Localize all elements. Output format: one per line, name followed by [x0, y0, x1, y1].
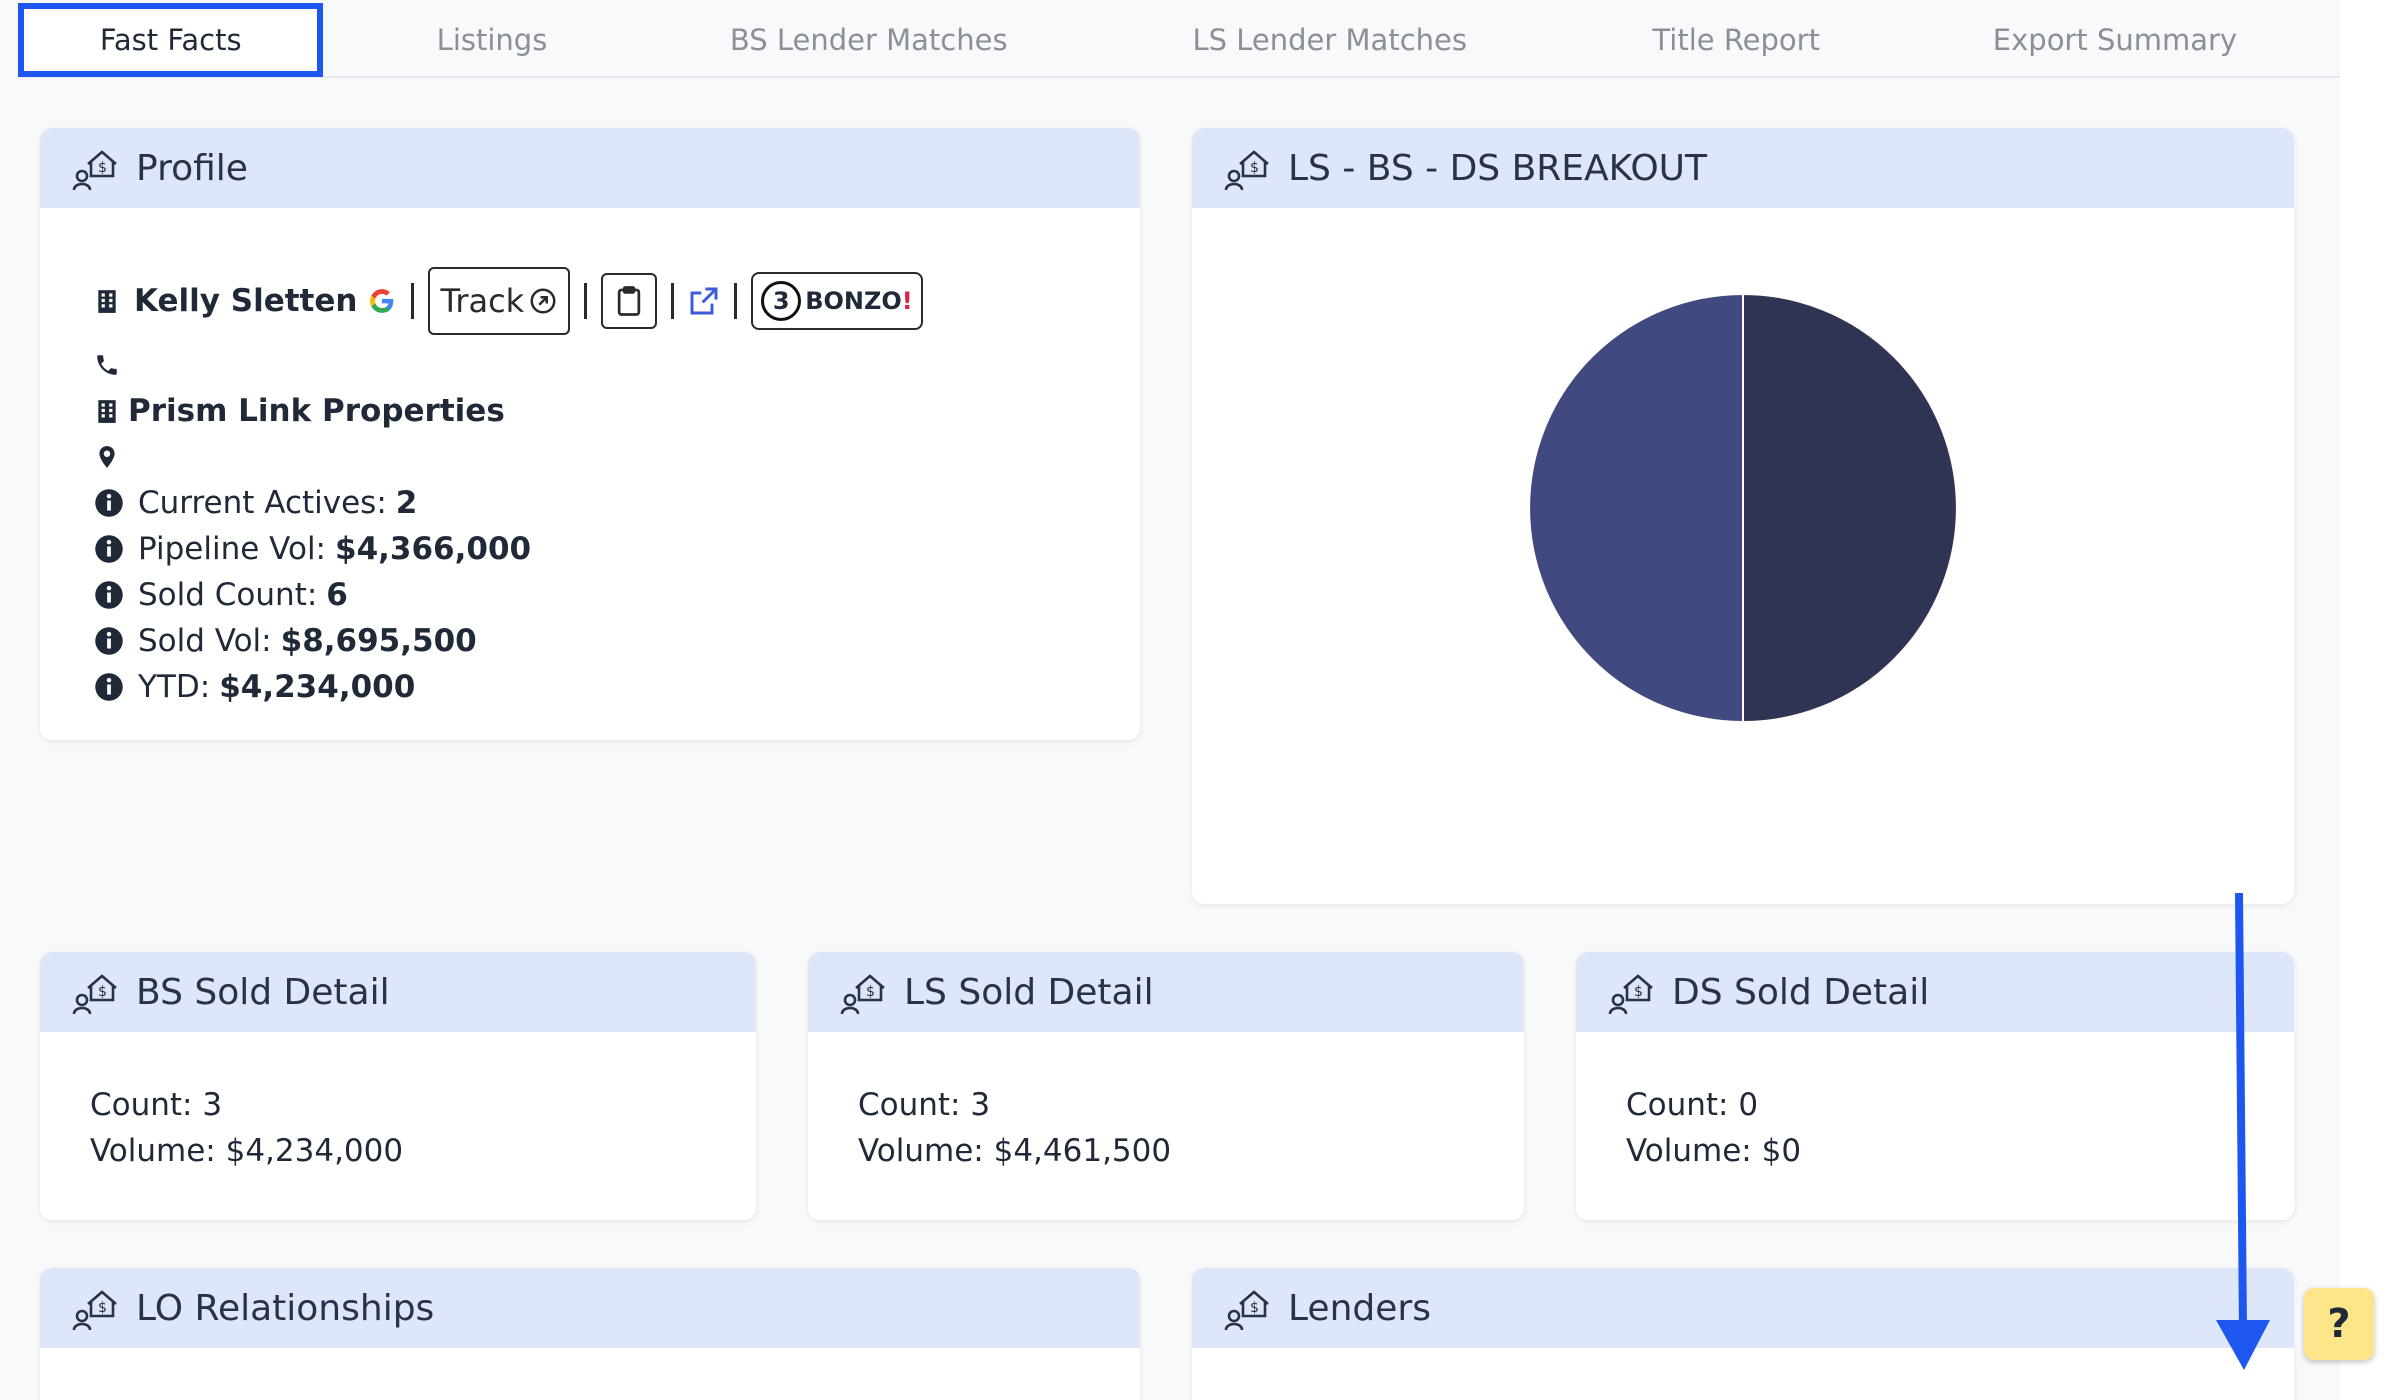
lenders-card: $ Lenders	[1192, 1268, 2294, 1400]
map-pin-icon[interactable]	[94, 444, 120, 470]
ls-count: Count: 3	[858, 1087, 991, 1123]
svg-text:$: $	[98, 1300, 107, 1316]
house-dollar-icon: $	[1224, 150, 1269, 191]
profile-title: Profile	[136, 147, 248, 189]
profile-header: $ Profile	[40, 128, 1140, 208]
stat-value: $4,234,000	[219, 669, 416, 705]
building-icon	[98, 290, 116, 313]
profile-card: $ Profile Kelly Sletten Track	[40, 128, 1140, 740]
clipboard-button[interactable]	[601, 273, 658, 329]
bonzo-logo-icon: 3	[761, 281, 802, 321]
company-row: Prism Link Properties	[94, 388, 1140, 434]
info-icon	[95, 535, 123, 563]
lenders-header: $ Lenders	[1192, 1268, 2294, 1348]
ds-sold-detail-header: $ DS Sold Detail	[1576, 952, 2294, 1032]
google-icon[interactable]	[367, 286, 397, 316]
tab-ls-lender-matches[interactable]: LS Lender Matches	[1192, 23, 1467, 57]
stat-value: 2	[395, 485, 418, 521]
info-icon	[95, 489, 123, 517]
external-link-icon[interactable]	[688, 285, 720, 317]
clipboard-icon	[618, 286, 641, 316]
pie-slice-listing-side[interactable]	[1742, 292, 1958, 724]
phone-row	[94, 342, 1140, 388]
bonzo-button[interactable]: 3 BONZO!	[751, 272, 923, 330]
bs-sold-detail-card: $ BS Sold Detail Count: 3 Volume: $4,234…	[40, 952, 756, 1220]
track-label: Track	[440, 282, 525, 320]
separator	[584, 283, 588, 319]
building-icon	[98, 400, 116, 423]
phone-icon[interactable]	[94, 352, 120, 378]
ls-sold-detail-header: $ LS Sold Detail	[808, 952, 1524, 1032]
tab-bar: Fast Facts Listings BS Lender Matches LS…	[18, 3, 2340, 78]
house-dollar-icon: $	[840, 974, 885, 1015]
tab-export-summary[interactable]: Export Summary	[1992, 23, 2238, 57]
house-dollar-icon: $	[1608, 974, 1653, 1015]
stat-label: Sold Count:	[138, 577, 318, 613]
stat-value: 6	[326, 577, 348, 613]
info-icon	[95, 581, 123, 609]
separator	[411, 283, 415, 319]
breakout-title: LS - BS - DS BREAKOUT	[1288, 147, 1707, 189]
bonzo-label: BONZO	[805, 287, 902, 315]
agent-name[interactable]: Kelly Sletten	[134, 283, 358, 319]
info-icon	[95, 673, 123, 701]
ds-volume: Volume: $0	[1626, 1133, 1802, 1169]
tab-title-report[interactable]: Title Report	[1652, 23, 1820, 57]
stat-value: $4,366,000	[335, 531, 532, 567]
breakout-card: $ LS - BS - DS BREAKOUT Listing Side 50%…	[1192, 128, 2294, 904]
location-row	[94, 434, 1140, 480]
stat-value: $8,695,500	[280, 623, 477, 659]
svg-text:$: $	[1634, 984, 1643, 1000]
agent-name-row: Kelly Sletten Track 3 BONZO!	[94, 266, 1140, 336]
house-dollar-icon: $	[1224, 1290, 1269, 1331]
stat-label: Pipeline Vol:	[138, 531, 326, 567]
bs-volume: Volume: $4,234,000	[90, 1133, 404, 1169]
svg-text:$: $	[1250, 1300, 1259, 1316]
company-name: Prism Link Properties	[128, 393, 505, 429]
bs-sold-detail-header: $ BS Sold Detail	[40, 952, 756, 1032]
house-dollar-icon: $	[72, 150, 117, 191]
stat-current-actives: Current Actives: 2	[94, 480, 1140, 526]
stat-ytd: YTD: $4,234,000	[94, 664, 1140, 710]
svg-text:$: $	[866, 984, 875, 1000]
separator	[671, 283, 675, 319]
lo-relationships-title: LO Relationships	[136, 1287, 435, 1329]
stat-label: YTD:	[138, 669, 211, 705]
svg-text:$: $	[98, 984, 107, 1000]
bs-count: Count: 3	[90, 1087, 223, 1123]
ds-count: Count: 0	[1626, 1087, 1759, 1123]
arrow-up-right-circle-icon	[530, 288, 556, 314]
ds-sold-detail-title: DS Sold Detail	[1672, 971, 1930, 1013]
stat-label: Sold Vol:	[138, 623, 272, 659]
separator	[734, 283, 738, 319]
pie-slice-buyer-side[interactable]	[1528, 292, 1744, 724]
pie-chart	[1528, 292, 1958, 724]
svg-text:$: $	[1250, 160, 1259, 176]
stat-sold-vol: Sold Vol: $8,695,500	[94, 618, 1140, 664]
ls-sold-detail-card: $ LS Sold Detail Count: 3 Volume: $4,461…	[808, 952, 1524, 1220]
stat-pipeline-vol: Pipeline Vol: $4,366,000	[94, 526, 1140, 572]
track-button[interactable]: Track	[428, 267, 571, 335]
tab-listings[interactable]: Listings	[436, 23, 548, 57]
house-dollar-icon: $	[72, 1290, 117, 1331]
breakout-header: $ LS - BS - DS BREAKOUT	[1192, 128, 2294, 208]
ls-volume: Volume: $4,461,500	[858, 1133, 1172, 1169]
lo-relationships-card: $ LO Relationships	[40, 1268, 1140, 1400]
stat-sold-count: Sold Count: 6	[94, 572, 1140, 618]
lo-relationships-header: $ LO Relationships	[40, 1268, 1140, 1348]
tab-fast-facts[interactable]: Fast Facts	[18, 3, 324, 77]
lenders-title: Lenders	[1288, 1287, 1431, 1329]
ds-sold-detail-card: $ DS Sold Detail Count: 0 Volume: $0	[1576, 952, 2294, 1220]
stat-label: Current Actives:	[138, 485, 387, 521]
bs-sold-detail-title: BS Sold Detail	[136, 971, 390, 1013]
help-button[interactable]: ?	[2304, 1288, 2374, 1360]
house-dollar-icon: $	[72, 974, 117, 1015]
tab-bs-lender-matches[interactable]: BS Lender Matches	[729, 23, 1008, 57]
ls-sold-detail-title: LS Sold Detail	[904, 971, 1154, 1013]
info-icon	[95, 627, 123, 655]
svg-text:$: $	[98, 160, 107, 176]
